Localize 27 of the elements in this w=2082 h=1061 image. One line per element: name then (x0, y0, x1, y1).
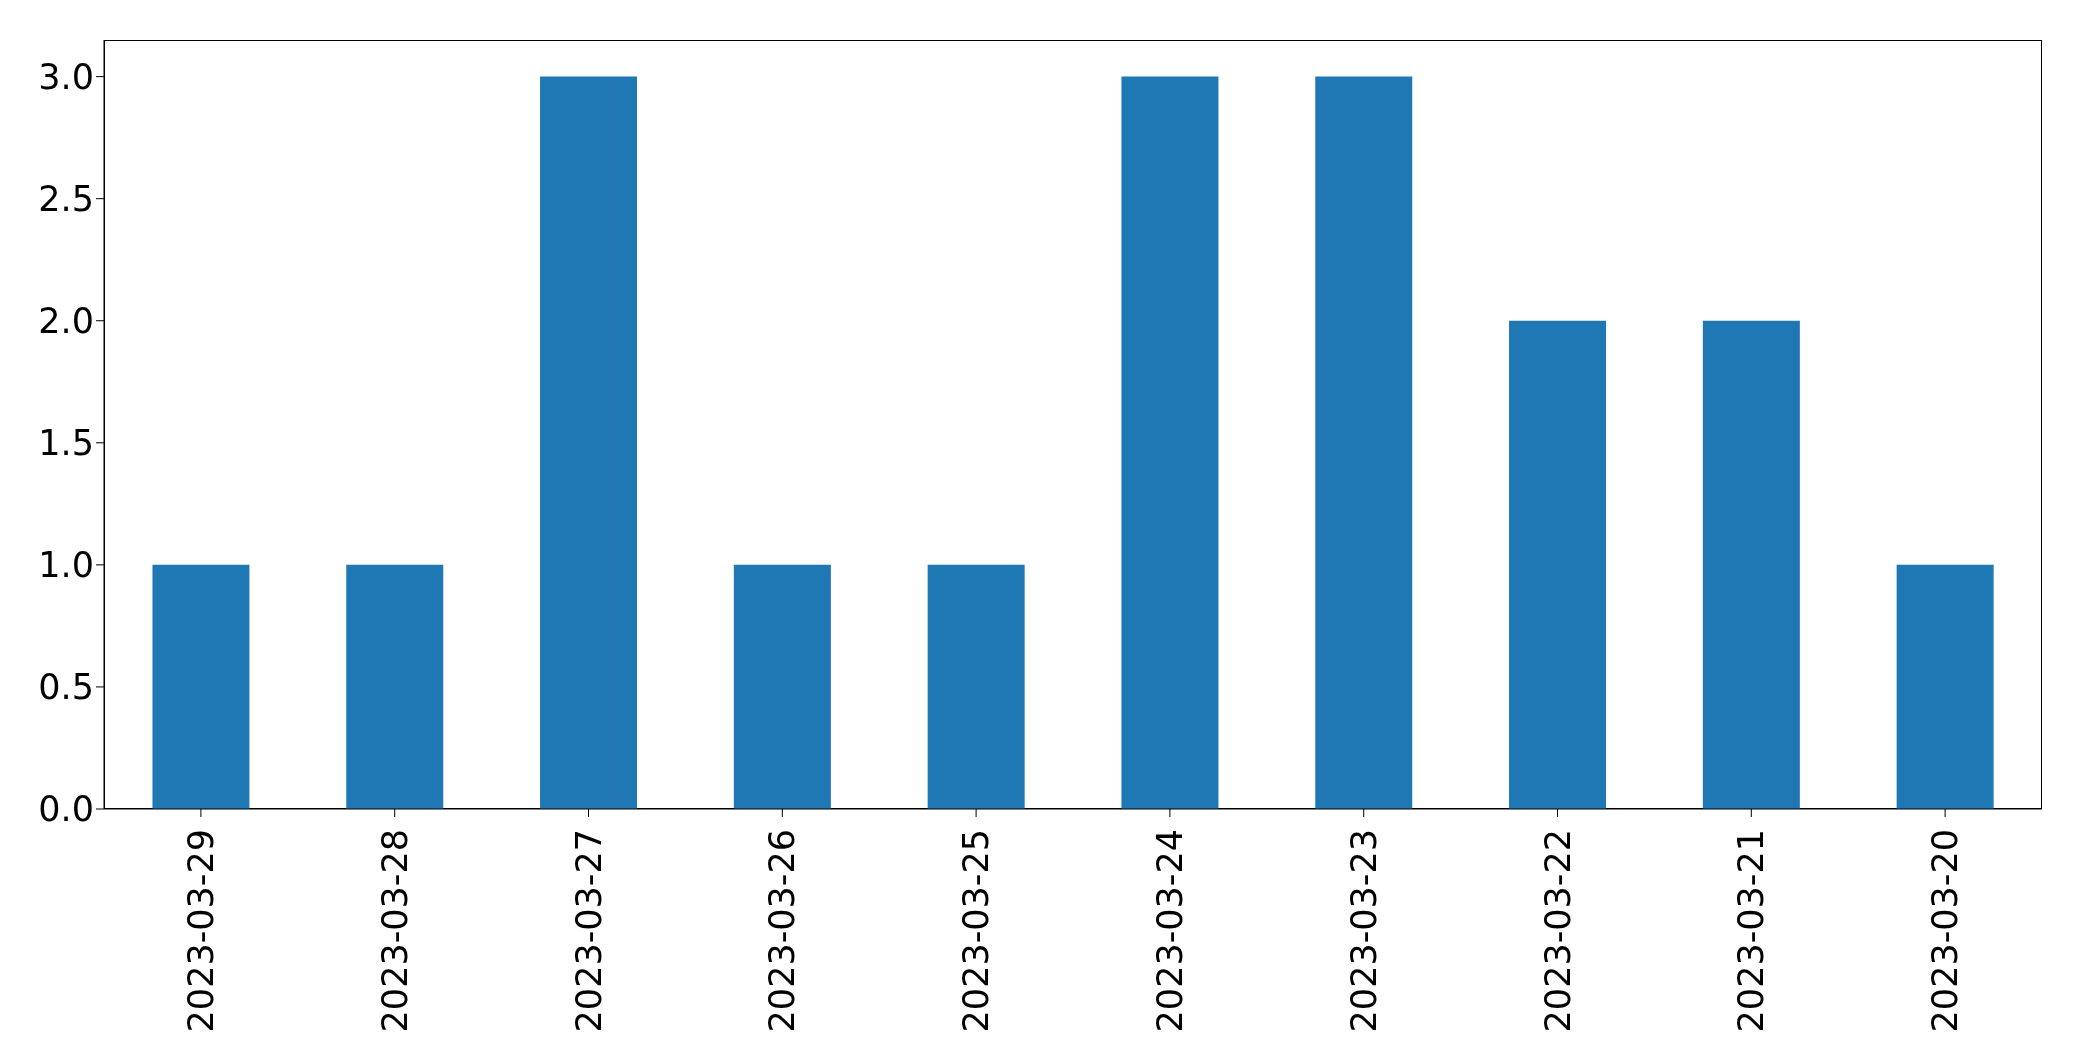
y-tick-label: 2.5 (38, 179, 94, 220)
x-tick-label: 2023-03-20 (1925, 829, 1966, 1033)
bar (346, 564, 444, 809)
bar (1896, 564, 1994, 809)
x-tick-label: 2023-03-26 (762, 829, 803, 1033)
bar (733, 564, 831, 809)
bar (927, 564, 1025, 809)
x-tick-label: 2023-03-24 (1149, 829, 1190, 1033)
y-tick-label: 1.5 (38, 423, 94, 464)
y-tick-label: 2.0 (38, 301, 94, 342)
x-tick-label: 2023-03-25 (956, 829, 997, 1033)
y-tick-label: 3.0 (38, 57, 94, 98)
y-tick-label: 0.0 (38, 789, 94, 830)
bar (1121, 76, 1219, 809)
x-tick-label: 2023-03-21 (1731, 829, 1772, 1033)
bar (1315, 76, 1413, 809)
bar (1509, 320, 1607, 809)
x-tick-label: 2023-03-23 (1343, 829, 1384, 1033)
y-tick-label: 1.0 (38, 545, 94, 586)
bar (1702, 320, 1800, 809)
x-tick-label: 2023-03-22 (1537, 829, 1578, 1033)
bar (540, 76, 638, 809)
x-tick-label: 2023-03-28 (374, 829, 415, 1033)
x-tick-label: 2023-03-29 (180, 829, 221, 1033)
y-tick-label: 0.5 (38, 667, 94, 708)
x-tick-label: 2023-03-27 (568, 829, 609, 1033)
bar (152, 564, 250, 809)
